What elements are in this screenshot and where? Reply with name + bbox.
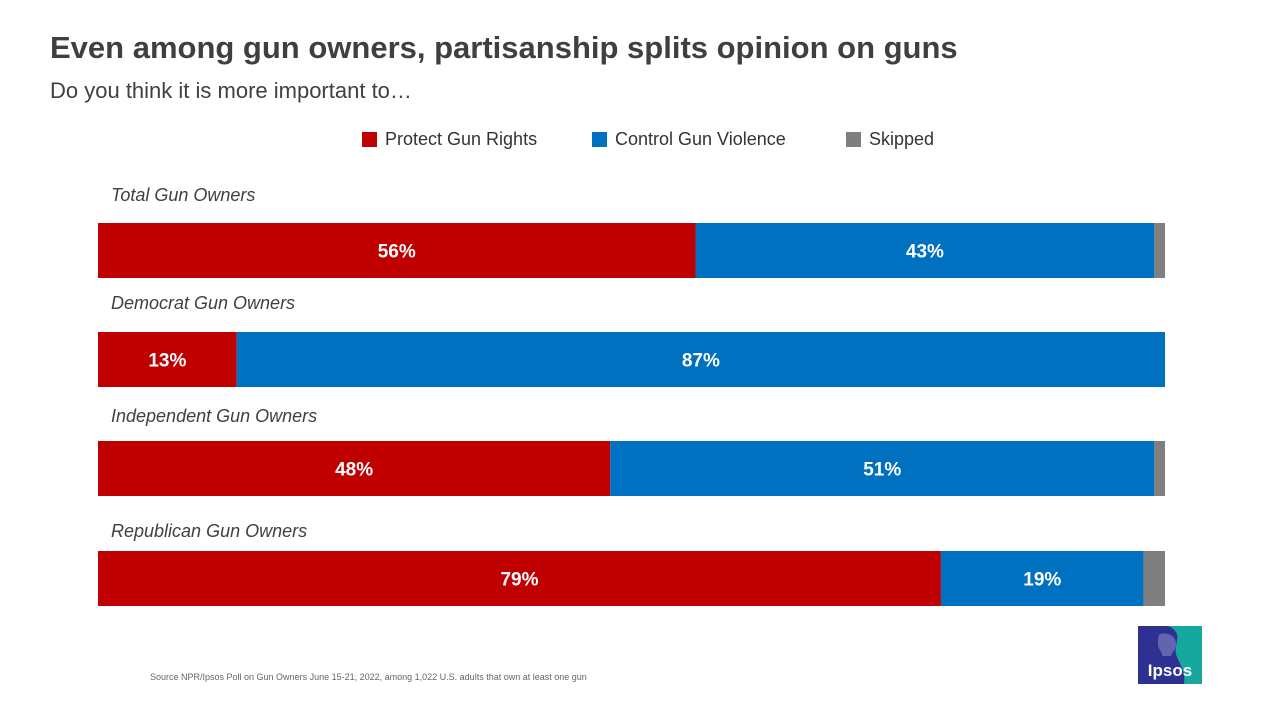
logo-head-silhouette [1158, 633, 1176, 656]
data-label-protect-gun-rights-total-gun-owners: 56% [378, 242, 416, 263]
bar-skipped-total-gun-owners [1154, 223, 1165, 278]
legend-label-control: Control Gun Violence [615, 129, 786, 149]
chart-title: Even among gun owners, partisanship spli… [50, 30, 958, 65]
category-label-democrat-gun-owners: Democrat Gun Owners [111, 293, 295, 313]
data-label-control-gun-violence-democrat-gun-owners: 87% [682, 351, 720, 372]
legend-label-skipped: Skipped [869, 129, 935, 149]
data-label-protect-gun-rights-republican-gun-owners: 79% [500, 570, 538, 591]
data-label-protect-gun-rights-democrat-gun-owners: 13% [148, 351, 186, 372]
category-label-independent-gun-owners: Independent Gun Owners [111, 406, 317, 426]
data-label-protect-gun-rights-independent-gun-owners: 48% [335, 460, 373, 481]
legend-label-protect: Protect Gun Rights [385, 129, 538, 149]
source-note: Source NPR/Ipsos Poll on Gun Owners June… [150, 672, 587, 682]
legend-swatch-skipped [846, 132, 861, 147]
legend-item-protect-gun-rights: Protect Gun Rights [362, 129, 537, 150]
logo-text: Ipsos [1148, 661, 1192, 680]
category-label-republican-gun-owners: Republican Gun Owners [111, 521, 307, 541]
bar-skipped-republican-gun-owners [1143, 551, 1165, 606]
legend: Protect Gun Rights Control Gun Violence … [0, 129, 1280, 153]
bar-protect-gun-rights-democrat-gun-owners [98, 332, 237, 387]
bar-control-gun-violence-republican-gun-owners [940, 551, 1144, 606]
legend-item-skipped: Skipped [846, 129, 934, 150]
bar-protect-gun-rights-republican-gun-owners [98, 551, 941, 606]
data-label-control-gun-violence-independent-gun-owners: 51% [863, 460, 901, 481]
bar-protect-gun-rights-independent-gun-owners [98, 441, 611, 496]
bar-skipped-independent-gun-owners [1154, 441, 1165, 496]
bar-protect-gun-rights-total-gun-owners [98, 223, 696, 278]
ipsos-logo: Ipsos [1138, 626, 1202, 684]
logo-teal-shape [1168, 626, 1202, 684]
data-label-control-gun-violence-total-gun-owners: 43% [906, 242, 944, 263]
bar-control-gun-violence-democrat-gun-owners [236, 332, 1165, 387]
legend-swatch-control [592, 132, 607, 147]
data-label-control-gun-violence-republican-gun-owners: 19% [1023, 570, 1061, 591]
category-label-total-gun-owners: Total Gun Owners [111, 185, 255, 205]
bar-control-gun-violence-independent-gun-owners [610, 441, 1155, 496]
legend-swatch-protect [362, 132, 377, 147]
chart-subtitle: Do you think it is more important to… [50, 78, 412, 103]
bar-control-gun-violence-total-gun-owners [695, 223, 1155, 278]
legend-item-control-gun-violence: Control Gun Violence [592, 129, 786, 150]
